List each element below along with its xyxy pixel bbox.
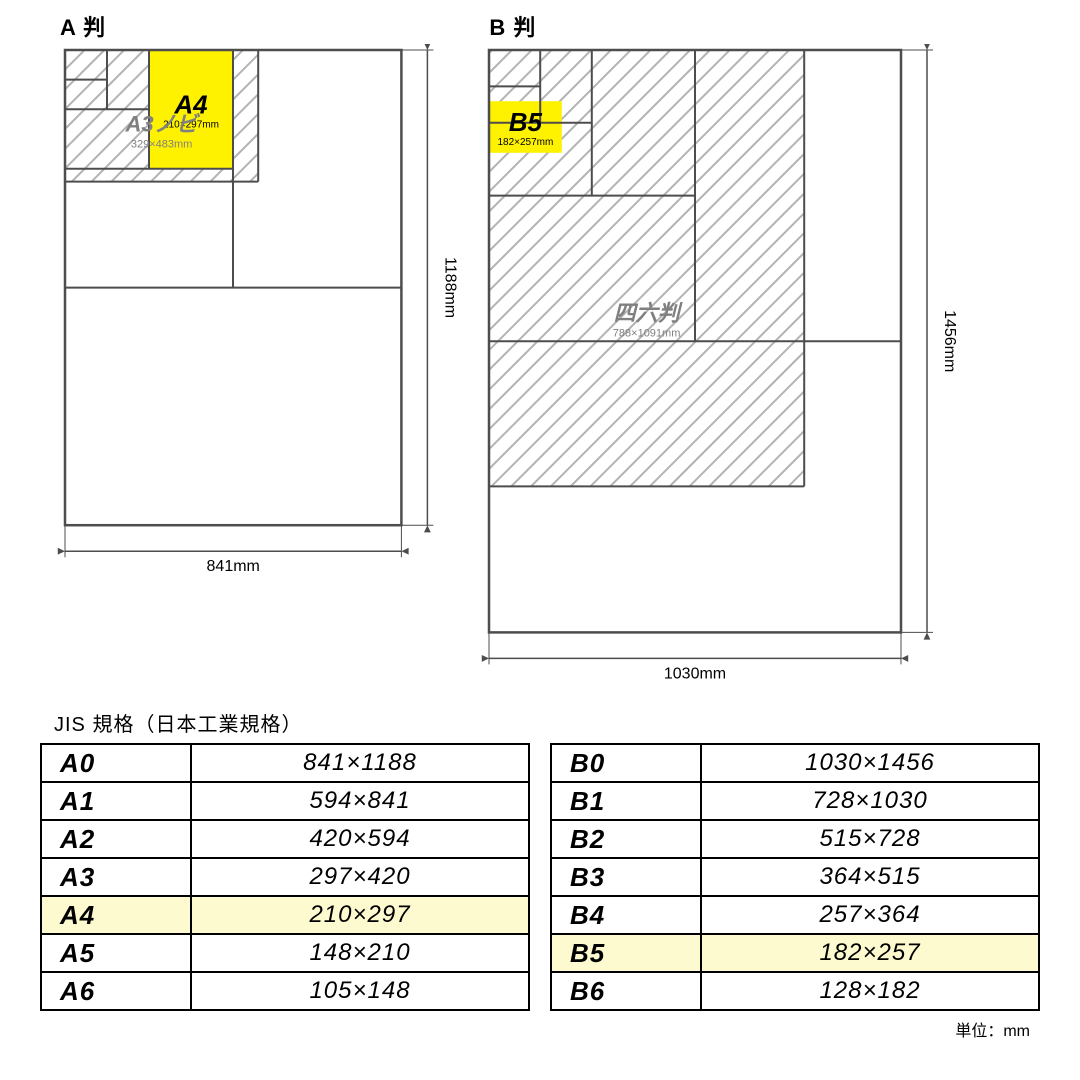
b-series-diagram: B 判 B5182×257mm 四六判 788×1091mm 1456mm 1030mm bbox=[477, 10, 967, 693]
table-row: A6105×148 bbox=[41, 972, 529, 1010]
size-dim: 105×148 bbox=[191, 972, 529, 1010]
size-dim: 128×182 bbox=[701, 972, 1039, 1010]
b-series-svg: B5182×257mm 四六判 788×1091mm 1456mm 1030mm bbox=[477, 44, 967, 688]
svg-text:B5: B5 bbox=[509, 107, 543, 137]
diagrams-row: A 判 A4210×297mmA3ノビ329×483mm1188mm841mm … bbox=[10, 10, 1070, 693]
size-dim: 182×257 bbox=[701, 934, 1039, 972]
size-name: A4 bbox=[41, 896, 191, 934]
svg-text:A3ノビ: A3ノビ bbox=[125, 112, 201, 137]
size-name: B3 bbox=[551, 858, 701, 896]
table-row: A3297×420 bbox=[41, 858, 529, 896]
table-row: A5148×210 bbox=[41, 934, 529, 972]
b-series-table: B01030×1456B1728×1030B2515×728B3364×515B… bbox=[550, 743, 1040, 1011]
size-name: B0 bbox=[551, 744, 701, 782]
size-dim: 210×297 bbox=[191, 896, 529, 934]
size-dim: 515×728 bbox=[701, 820, 1039, 858]
size-name: A1 bbox=[41, 782, 191, 820]
table-row: A1594×841 bbox=[41, 782, 529, 820]
size-dim: 297×420 bbox=[191, 858, 529, 896]
size-dim: 364×515 bbox=[701, 858, 1039, 896]
table-row: B3364×515 bbox=[551, 858, 1039, 896]
svg-text:182×257mm: 182×257mm bbox=[498, 137, 554, 148]
table-row: A2420×594 bbox=[41, 820, 529, 858]
tables-row: A0841×1188A1594×841A2420×594A3297×420A42… bbox=[10, 743, 1070, 1011]
size-name: A2 bbox=[41, 820, 191, 858]
svg-text:841mm: 841mm bbox=[207, 558, 260, 575]
size-dim: 148×210 bbox=[191, 934, 529, 972]
a-series-title: A 判 bbox=[10, 10, 467, 42]
a-series-table: A0841×1188A1594×841A2420×594A3297×420A42… bbox=[40, 743, 530, 1011]
table-row: A0841×1188 bbox=[41, 744, 529, 782]
b-series-title: B 判 bbox=[477, 10, 967, 42]
svg-text:1030mm: 1030mm bbox=[664, 665, 726, 682]
size-name: A5 bbox=[41, 934, 191, 972]
size-dim: 420×594 bbox=[191, 820, 529, 858]
a-series-diagram: A 判 A4210×297mmA3ノビ329×483mm1188mm841mm bbox=[10, 10, 467, 693]
size-name: A3 bbox=[41, 858, 191, 896]
table-row: B5182×257 bbox=[551, 934, 1039, 972]
svg-text:1188mm: 1188mm bbox=[441, 257, 458, 318]
svg-text:788×1091mm: 788×1091mm bbox=[613, 328, 681, 340]
table-row: A4210×297 bbox=[41, 896, 529, 934]
table-row: B1728×1030 bbox=[551, 782, 1039, 820]
svg-text:1456mm: 1456mm bbox=[941, 310, 958, 372]
a-series-svg: A4210×297mmA3ノビ329×483mm1188mm841mm bbox=[10, 44, 467, 581]
unit-label: 単位：mm bbox=[10, 1011, 1070, 1041]
size-name: B2 bbox=[551, 820, 701, 858]
table-row: B4257×364 bbox=[551, 896, 1039, 934]
size-name: A6 bbox=[41, 972, 191, 1010]
size-dim: 728×1030 bbox=[701, 782, 1039, 820]
size-dim: 841×1188 bbox=[191, 744, 529, 782]
size-name: B4 bbox=[551, 896, 701, 934]
svg-text:329×483mm: 329×483mm bbox=[131, 139, 192, 151]
size-name: A0 bbox=[41, 744, 191, 782]
jis-label: JIS 規格（日本工業規格） bbox=[10, 708, 1070, 743]
size-name: B5 bbox=[551, 934, 701, 972]
size-dim: 1030×1456 bbox=[701, 744, 1039, 782]
size-name: B6 bbox=[551, 972, 701, 1010]
table-row: B6128×182 bbox=[551, 972, 1039, 1010]
size-dim: 257×364 bbox=[701, 896, 1039, 934]
size-dim: 594×841 bbox=[191, 782, 529, 820]
size-name: B1 bbox=[551, 782, 701, 820]
table-row: B01030×1456 bbox=[551, 744, 1039, 782]
svg-text:四六判: 四六判 bbox=[614, 301, 684, 326]
table-row: B2515×728 bbox=[551, 820, 1039, 858]
